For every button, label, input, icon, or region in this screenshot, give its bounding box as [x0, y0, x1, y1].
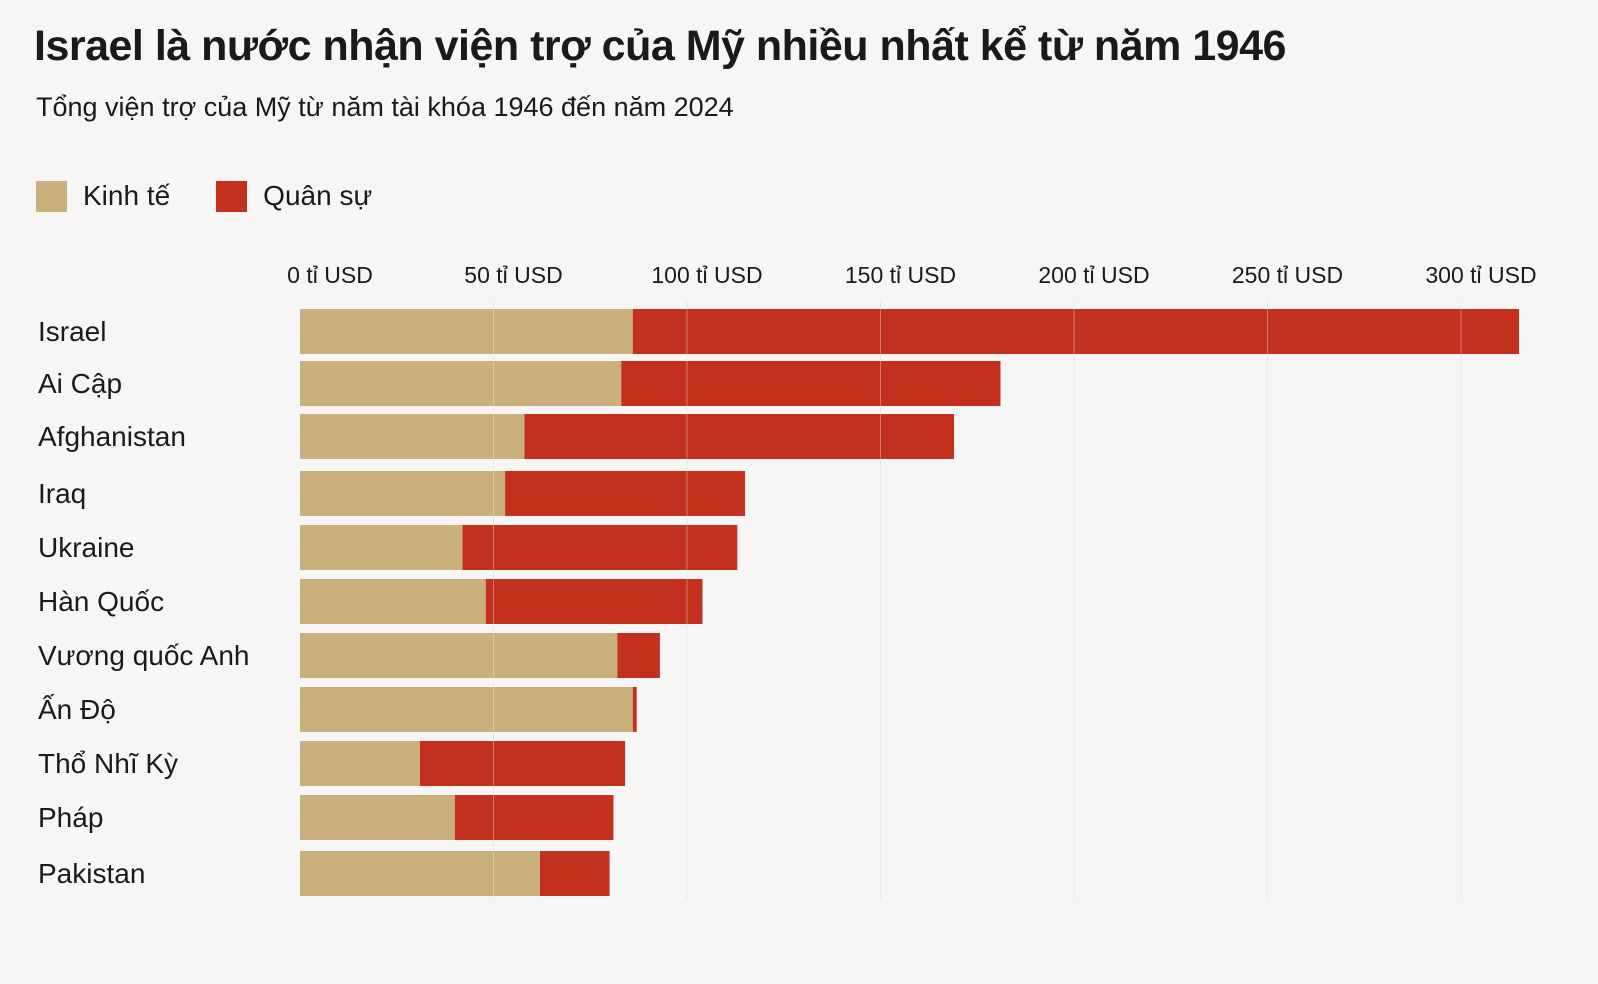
legend: Kinh tế Quân sự [36, 180, 418, 212]
bar-military-6 [617, 633, 660, 678]
bar-military-10 [539, 851, 610, 896]
category-label: Ấn Độ [38, 694, 116, 725]
bar-military-8 [419, 741, 626, 786]
bar-military-2 [524, 414, 955, 459]
category-labels: Israel Ai Cập Afghanistan Iraq Ukraine Hàn Qu… [38, 316, 249, 889]
bar-military-3 [505, 471, 746, 516]
legend-item-military: Quân sự [216, 180, 372, 212]
x-tick-label: 150 tỉ USD [845, 262, 956, 288]
chart-title: Israel là nước nhận viện trợ của Mỹ nhiề… [34, 22, 1286, 70]
x-tick-label: 200 tỉ USD [1038, 262, 1149, 288]
legend-label-economic: Kinh tế [83, 180, 171, 211]
category-label: Thổ Nhĩ Kỳ [38, 748, 178, 779]
bar-economic-9 [300, 795, 455, 840]
category-label: Iraq [38, 478, 86, 509]
x-tick-label: 100 tỉ USD [651, 262, 762, 288]
bar-economic-1 [300, 361, 622, 406]
legend-swatch-military [216, 180, 248, 212]
category-label: Afghanistan [38, 421, 186, 452]
bar-economic-0 [300, 309, 633, 354]
legend-item-economic: Kinh tế [36, 180, 170, 212]
bar-military-1 [621, 361, 1001, 406]
bar-economic-7 [300, 687, 633, 732]
legend-swatch-economic [36, 180, 67, 212]
bar-economic-8 [300, 741, 420, 786]
x-tick-label: 50 tỉ USD [464, 262, 562, 288]
bar-economic-5 [300, 579, 486, 624]
category-label: Ukraine [38, 532, 134, 563]
legend-label-military: Quân sự [263, 180, 373, 211]
bar-economic-4 [300, 525, 463, 570]
x-tick-label: 0 tỉ USD [287, 262, 373, 288]
category-label: Israel [38, 316, 106, 347]
bar-military-5 [485, 579, 703, 624]
gridlines-overlay [493, 300, 1462, 900]
category-label: Hàn Quốc [38, 586, 164, 617]
bars [300, 309, 1520, 896]
chart-subtitle: Tổng viện trợ của Mỹ từ năm tài khóa 194… [36, 92, 734, 122]
bar-military-4 [462, 525, 738, 570]
bar-military-0 [632, 309, 1520, 354]
category-label: Pakistan [38, 858, 145, 889]
x-tick-label: 300 tỉ USD [1425, 262, 1536, 288]
bar-economic-10 [300, 851, 540, 896]
bar-military-7 [632, 687, 637, 732]
bar-economic-2 [300, 414, 525, 459]
x-axis-ticks: 0 tỉ USD 50 tỉ USD 100 tỉ USD 150 tỉ USD 200… [287, 262, 1536, 288]
bar-economic-6 [300, 633, 618, 678]
category-label: Vương quốc Anh [38, 640, 249, 671]
bar-economic-3 [300, 471, 506, 516]
category-label: Ai Cập [38, 368, 122, 399]
x-tick-label: 250 tỉ USD [1232, 262, 1343, 288]
category-label: Pháp [38, 802, 103, 833]
bar-military-9 [454, 795, 614, 840]
